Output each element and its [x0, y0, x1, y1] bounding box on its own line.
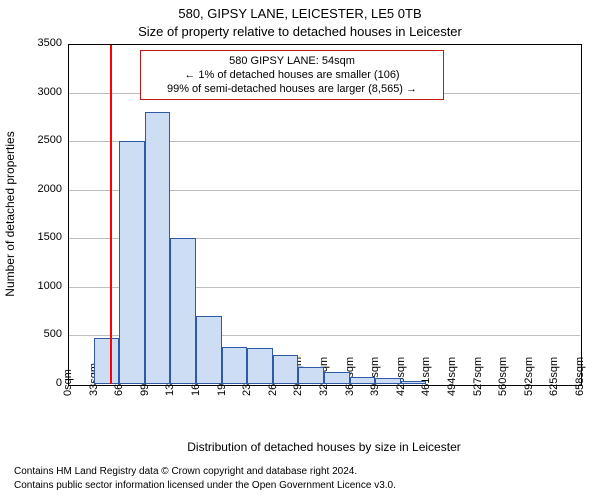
chart-title-description: Size of property relative to detached ho…: [0, 24, 600, 39]
chart-title-address: 580, GIPSY LANE, LEICESTER, LE5 0TB: [0, 6, 600, 21]
credit-line-licence: Contains public sector information licen…: [14, 480, 396, 491]
annotation-line-larger: 99% of semi-detached houses are larger (…: [147, 82, 437, 96]
y-tick-label: 0: [26, 377, 62, 389]
x-axis-label: Distribution of detached houses by size …: [68, 440, 580, 454]
annotation-line-smaller: ← 1% of detached houses are smaller (106…: [147, 68, 437, 82]
y-tick-label: 1000: [26, 280, 62, 292]
y-tick-label: 1500: [26, 231, 62, 243]
annotation-box: 580 GIPSY LANE: 54sqm ← 1% of detached h…: [140, 50, 444, 100]
y-tick-label: 3500: [26, 37, 62, 49]
y-tick-label: 2500: [26, 134, 62, 146]
y-axis-label: Number of detached properties: [3, 131, 17, 296]
y-tick-label: 3000: [26, 86, 62, 98]
y-tick-label: 2000: [26, 183, 62, 195]
credit-line-registry: Contains HM Land Registry data © Crown c…: [14, 466, 357, 477]
y-tick-label: 500: [26, 328, 62, 340]
annotation-line-property: 580 GIPSY LANE: 54sqm: [147, 54, 437, 68]
